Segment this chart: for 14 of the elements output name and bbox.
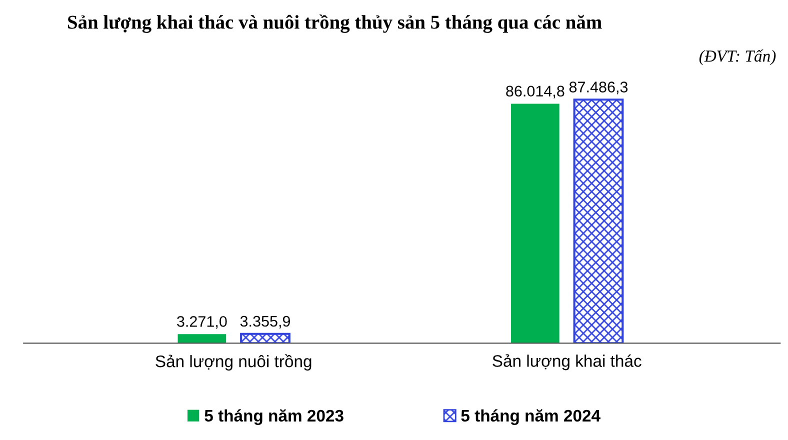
- data-label: 3.355,9: [240, 316, 290, 328]
- x-tick-label: Sản lượng khai thác: [492, 354, 642, 370]
- data-label: 3.271,0: [177, 316, 227, 329]
- bar: [573, 98, 624, 344]
- bar: [511, 104, 560, 344]
- chart-title: Sản lượng khai thác và nuôi trồng thủy sản 5 tháng qua các năm: [68, 14, 602, 33]
- bar: [178, 334, 226, 344]
- data-label: 86.014,8: [506, 86, 564, 98]
- text: (ĐVT: Tấn): [699, 50, 776, 66]
- x-tick-label: Sản lượng nuôi trồng: [156, 354, 312, 371]
- data-label: 87.486,3: [569, 82, 628, 94]
- legend-label: 5 tháng năm 2023: [204, 409, 344, 425]
- bar: [240, 332, 290, 344]
- legend-label: 5 tháng năm 2024: [461, 409, 600, 425]
